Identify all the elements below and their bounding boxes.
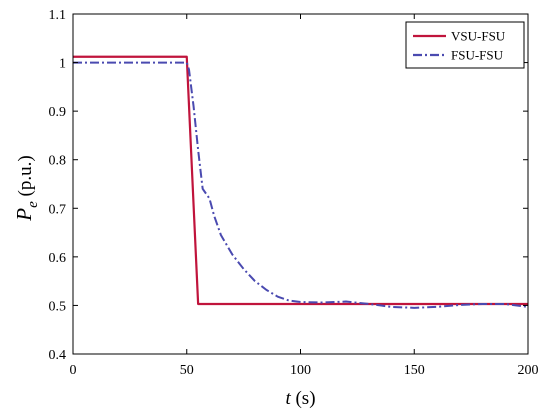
legend-box bbox=[405, 21, 525, 69]
y-axis-unit: (p.u.) bbox=[15, 155, 36, 201]
plot-background bbox=[73, 14, 528, 354]
x-tick-label: 50 bbox=[180, 363, 194, 378]
y-axis-label: Pe (p.u.) bbox=[12, 155, 41, 221]
x-axis-unit: (s) bbox=[291, 388, 316, 409]
legend-label-vsu-fsu: VSU-FSU bbox=[451, 29, 506, 44]
x-tick-label: 150 bbox=[404, 363, 425, 378]
series-line-fsu-fsu bbox=[73, 61, 529, 309]
y-tick-label: 0.6 bbox=[49, 251, 67, 266]
y-tick-label: 0.7 bbox=[49, 202, 67, 217]
axes-group: 0 50 100 150 200 0.4 0.5 0.6 0.7 0.8 0.9 1 1.1 t (s) P… bbox=[12, 8, 539, 409]
legend-label-fsu-fsu: FSU-FSU bbox=[451, 48, 504, 63]
y-axis-subscript: e bbox=[25, 201, 41, 208]
series-line-vsu-fsu bbox=[73, 55, 528, 306]
plot-area bbox=[73, 14, 528, 354]
y-axis-symbol: P bbox=[12, 208, 36, 222]
series-group bbox=[73, 55, 529, 309]
y-tick-label: 0.8 bbox=[49, 154, 67, 169]
x-tick-label: 0 bbox=[70, 363, 77, 378]
x-tick-label: 200 bbox=[518, 363, 539, 378]
y-tick-label: 1 bbox=[59, 57, 66, 72]
y-tick-label: 0.5 bbox=[49, 299, 67, 314]
y-tick-label: 0.4 bbox=[49, 348, 67, 363]
x-axis-symbol: t bbox=[285, 388, 291, 409]
x-axis-label: t (s) bbox=[285, 388, 315, 409]
y-tick-label: 0.9 bbox=[49, 105, 67, 120]
x-tick-label: 100 bbox=[290, 363, 311, 378]
y-tick-label: 1.1 bbox=[49, 8, 67, 23]
legend: VSU-FSU FSU-FSU bbox=[405, 21, 525, 69]
